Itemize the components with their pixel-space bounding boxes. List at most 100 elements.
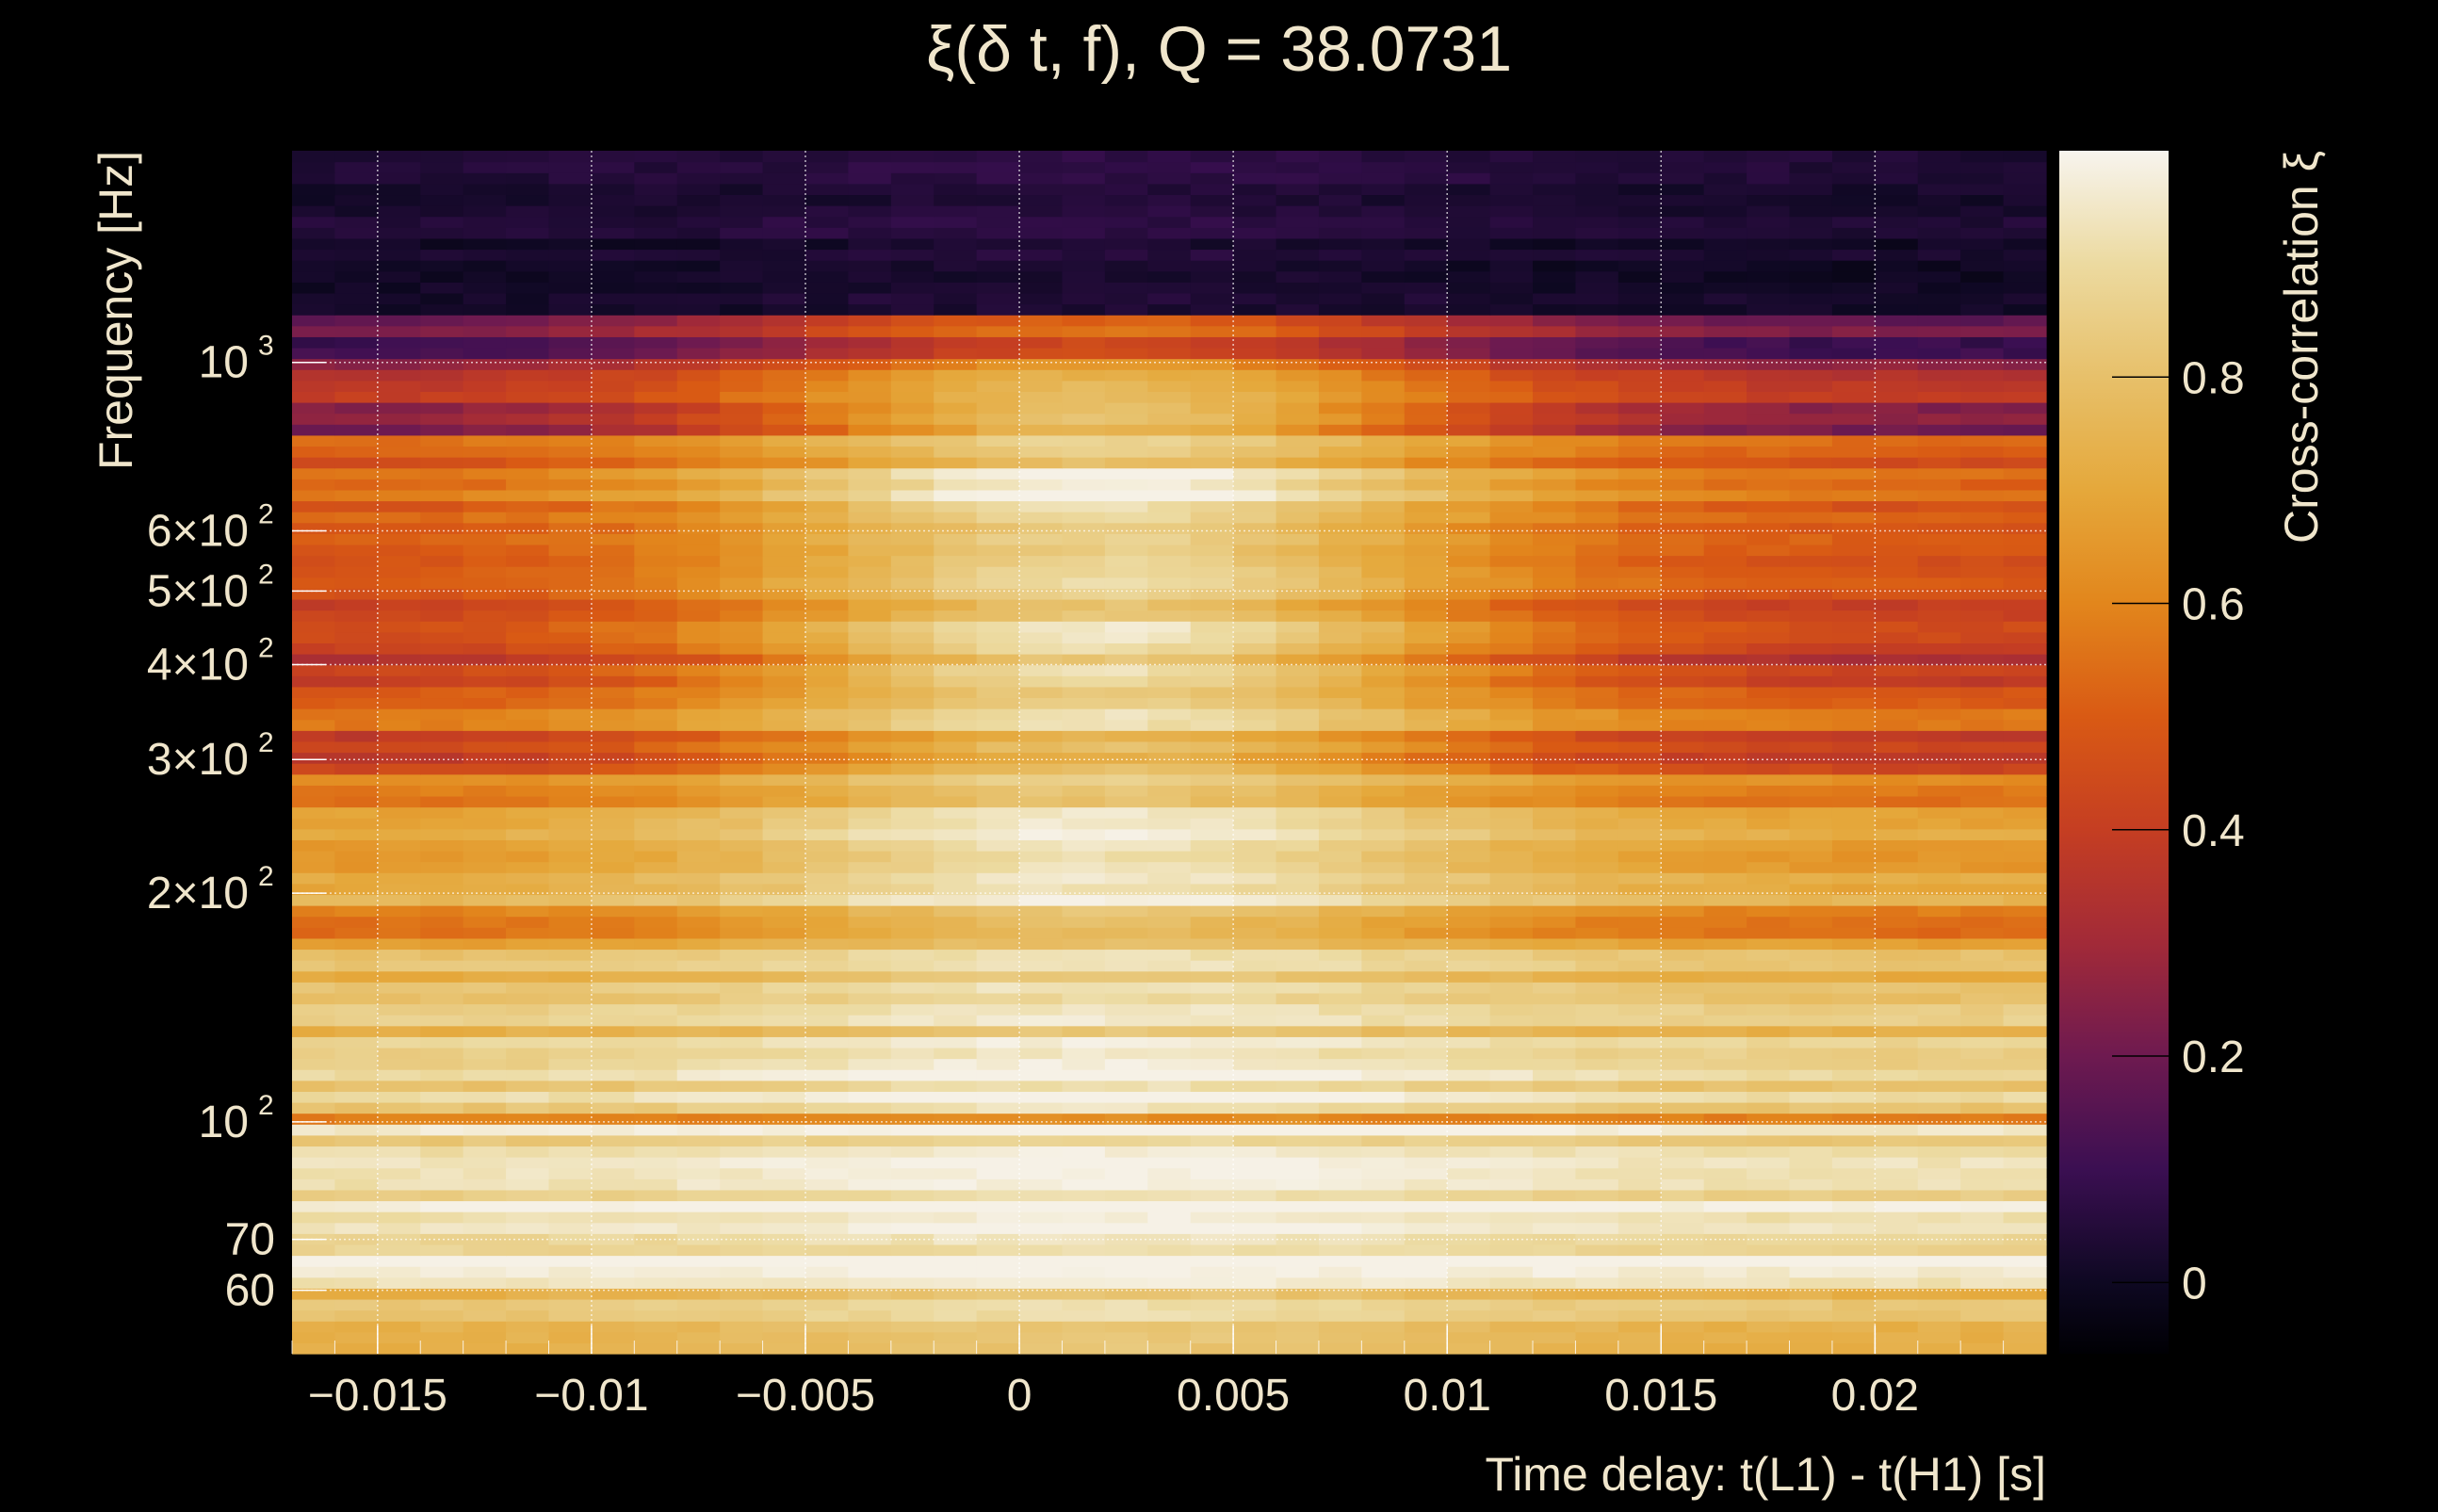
heatmap-cell [334, 752, 379, 764]
heatmap-cell [1831, 773, 1876, 786]
heatmap-cell [1575, 730, 1619, 742]
heatmap-cell [1661, 806, 1705, 819]
heatmap-cell [1617, 872, 1662, 885]
heatmap-cell [2003, 522, 2047, 534]
heatmap-cell [976, 1266, 1020, 1278]
heatmap-cell [848, 610, 892, 622]
heatmap-cell [548, 1298, 593, 1311]
heatmap-cell [1019, 237, 1064, 251]
heatmap-cell [1104, 1200, 1148, 1212]
heatmap-cell [1917, 544, 1961, 557]
heatmap-cell [1917, 1124, 1961, 1136]
heatmap-cell [676, 1003, 721, 1016]
heatmap-cell [463, 555, 507, 567]
heatmap-cell [506, 927, 550, 939]
heatmap-cell [1789, 1015, 1833, 1027]
heatmap-cell [848, 161, 892, 173]
heatmap-cell [1190, 795, 1234, 808]
heatmap-cell [1703, 818, 1747, 830]
heatmap-cell [420, 151, 464, 163]
heatmap-cell [1361, 894, 1406, 906]
heatmap-cell [1489, 1091, 1534, 1103]
heatmap-cell [1831, 489, 1876, 502]
heatmap-cell [676, 424, 721, 436]
heatmap-cell [805, 1200, 849, 1212]
heatmap-cell [1831, 861, 1876, 873]
heatmap-cell [506, 795, 550, 808]
heatmap-cell [548, 1146, 593, 1158]
heatmap-cell [1147, 227, 1192, 239]
heatmap-cell [805, 949, 849, 961]
heatmap-cell [506, 161, 550, 173]
heatmap-cell [1575, 740, 1619, 754]
heatmap-cell [1661, 522, 1705, 534]
heatmap-cell [1875, 642, 1919, 655]
heatmap-cell [676, 795, 721, 808]
heatmap-cell [976, 631, 1020, 644]
heatmap-cell [1617, 806, 1662, 819]
heatmap-cell [1703, 1101, 1747, 1114]
heatmap-cell [1917, 457, 1961, 469]
heatmap-cell [1276, 598, 1320, 611]
heatmap-cell [1404, 336, 1448, 349]
heatmap-cell [1831, 818, 1876, 830]
heatmap-cell [1276, 642, 1320, 655]
heatmap-cell [1361, 937, 1406, 951]
heatmap-cell [292, 1255, 336, 1267]
heatmap-cell [1062, 1080, 1106, 1092]
heatmap-cell [1447, 675, 1491, 688]
heatmap-cell [848, 391, 892, 403]
heatmap-cell [1533, 894, 1577, 906]
heatmap-cell [1489, 216, 1534, 228]
heatmap-cell [934, 654, 978, 666]
heatmap-cell [463, 1266, 507, 1278]
heatmap-cell [762, 413, 806, 425]
heatmap-cell [463, 1080, 507, 1092]
heatmap-cell [420, 402, 464, 415]
heatmap-cell [1875, 1080, 1919, 1092]
heatmap-cell [976, 697, 1020, 709]
heatmap-cell [676, 740, 721, 754]
heatmap-cell [292, 270, 336, 283]
heatmap-cell [805, 818, 849, 830]
heatmap-cell [1233, 1113, 1277, 1125]
heatmap-cell [1019, 566, 1064, 578]
heatmap-cell [1104, 577, 1148, 589]
heatmap-cell [1703, 391, 1747, 403]
heatmap-cell [1404, 730, 1448, 742]
heatmap-cell [848, 544, 892, 557]
heatmap-cell [591, 960, 635, 972]
heatmap-cell [1533, 402, 1577, 415]
heatmap-cell [1575, 205, 1619, 218]
heatmap-cell [805, 183, 849, 196]
heatmap-cell [1875, 292, 1919, 305]
heatmap-cell [720, 960, 764, 972]
heatmap-cell [548, 1179, 593, 1191]
heatmap-cell [1318, 479, 1362, 491]
heatmap-cell [1789, 1179, 1833, 1191]
heatmap-cell [934, 970, 978, 983]
heatmap-cell [762, 249, 806, 261]
heatmap-cell [1960, 1222, 2005, 1234]
heatmap-cell [548, 457, 593, 469]
heatmap-cell [1404, 237, 1448, 251]
heatmap-cell [420, 347, 464, 360]
heatmap-cell [1062, 489, 1106, 502]
heatmap-cell [1276, 937, 1320, 951]
heatmap-cell [1104, 1179, 1148, 1191]
heatmap-cell [1190, 839, 1234, 852]
heatmap-cell [1661, 446, 1705, 458]
heatmap-cell [1747, 686, 1791, 699]
heatmap-cell [2003, 861, 2047, 873]
heatmap-cell [1276, 1146, 1320, 1158]
heatmap-cell [976, 937, 1020, 951]
heatmap-cell [805, 424, 849, 436]
heatmap-cell [506, 446, 550, 458]
heatmap-cell [1019, 369, 1064, 382]
heatmap-cell [1789, 161, 1833, 173]
heatmap-cell [1190, 172, 1234, 185]
heatmap-cell [1062, 894, 1106, 906]
heatmap-cell [1747, 894, 1791, 906]
heatmap-cell [676, 402, 721, 415]
heatmap-cell [506, 642, 550, 655]
